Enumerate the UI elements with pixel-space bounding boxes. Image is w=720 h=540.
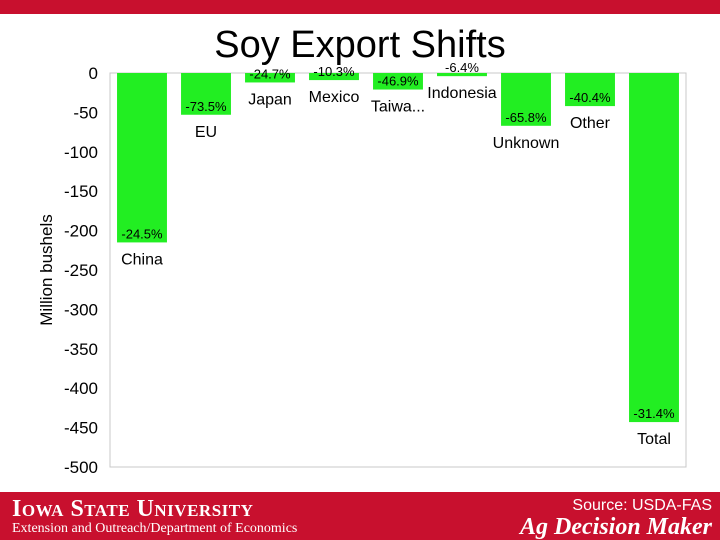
data-label-japan: -24.7%	[249, 66, 291, 81]
data-label-taiwa: -46.9%	[377, 74, 419, 89]
category-label-bg-japan	[241, 84, 299, 111]
y-tick-label-2: -100	[64, 143, 98, 162]
y-tick-label-3: -150	[64, 182, 98, 201]
data-label-other: -40.4%	[569, 90, 611, 105]
y-tick-label-0: 0	[89, 64, 98, 83]
source-text: Source: USDA-FAS	[572, 497, 712, 514]
y-tick-label-6: -300	[64, 300, 98, 319]
category-label-bg-unknown	[497, 127, 555, 154]
category-label-taiwa: Taiwa...	[371, 99, 425, 116]
bar-eu	[181, 73, 231, 115]
footer-bar	[0, 492, 720, 540]
y-tick-label-10: -500	[64, 458, 98, 477]
category-label-japan: Japan	[248, 91, 292, 108]
bar-taiwa	[373, 73, 423, 90]
bar-unknown	[501, 73, 551, 126]
top-accent-bar	[0, 0, 720, 14]
category-label-bg-china	[113, 244, 171, 271]
y-axis-label: Million bushels	[37, 214, 56, 326]
y-tick-label-5: -250	[64, 261, 98, 280]
y-tick-label-7: -350	[64, 340, 98, 359]
slide-title: Soy Export Shifts	[214, 24, 506, 66]
y-tick-label-8: -400	[64, 379, 98, 398]
category-label-bg-eu	[177, 116, 235, 143]
category-label-bg-mexico	[305, 82, 363, 109]
category-label-unknown: Unknown	[493, 135, 560, 152]
data-label-china: -24.5%	[121, 226, 163, 241]
data-label-eu: -73.5%	[185, 99, 227, 114]
bar-indonesia	[437, 73, 487, 77]
category-label-mexico: Mexico	[309, 89, 360, 106]
y-tick-label-1: -50	[73, 103, 98, 122]
university-logo-text: Iowa State University	[12, 496, 254, 522]
category-label-bg-total	[625, 424, 683, 451]
category-label-eu: EU	[195, 124, 217, 141]
data-label-total: -31.4%	[633, 406, 675, 421]
category-label-other: Other	[570, 115, 611, 132]
data-label-unknown: -65.8%	[505, 110, 547, 125]
category-label-bg-taiwa	[369, 91, 427, 118]
bar-japan	[245, 73, 295, 83]
bar-mexico	[309, 73, 359, 81]
bar-total	[629, 73, 679, 423]
data-label-mexico: -10.3%	[313, 64, 355, 79]
bar-chart: 0 -50 -100 -150 -200 -250 -300 -350 -400 -450 -500…	[37, 60, 687, 477]
data-label-indonesia: -6.4%	[445, 60, 479, 75]
bar-china	[117, 73, 167, 243]
category-label-bg-other	[561, 108, 619, 135]
y-tick-label-9: -450	[64, 419, 98, 438]
department-text: Extension and Outreach/Department of Eco…	[12, 521, 298, 536]
bar-other	[565, 73, 615, 107]
program-logo-text: Ag Decision Maker	[520, 514, 712, 540]
category-label-bg-indonesia	[433, 78, 491, 105]
y-tick-label-4: -200	[64, 222, 98, 241]
category-label-indonesia: Indonesia	[427, 85, 496, 102]
category-label-total: Total	[637, 431, 671, 448]
category-label-china: China	[121, 251, 163, 268]
